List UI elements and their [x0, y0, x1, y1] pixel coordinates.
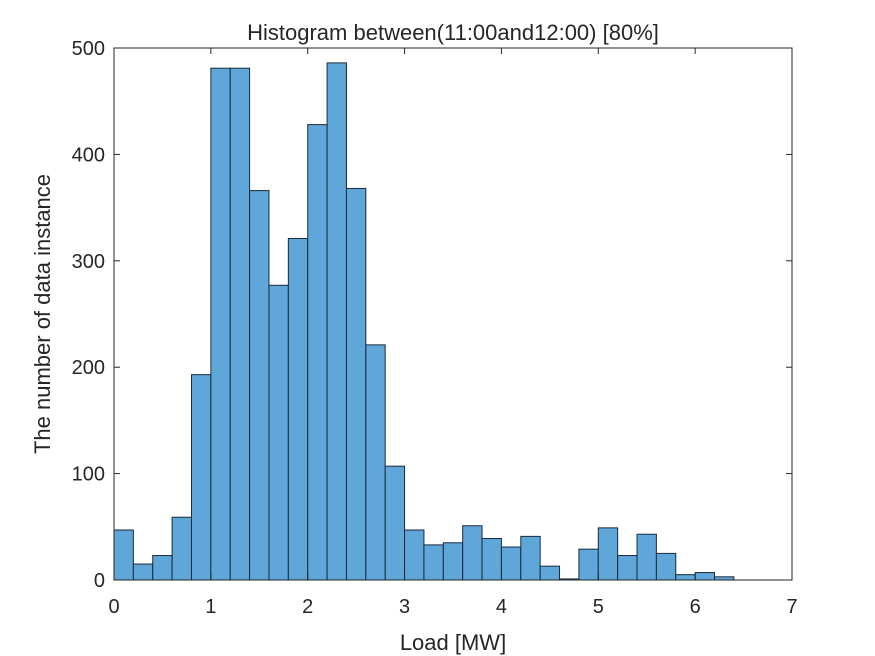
histogram-bar: [442, 542, 464, 581]
histogram-bar: [539, 565, 561, 581]
y-axis-ticks: 0 100 200 300 400 500: [72, 38, 792, 592]
histogram-bar: [268, 284, 289, 581]
chart-title: Histogram between(11:00and12:00) [80%]: [247, 20, 659, 45]
x-tick-label: 6: [690, 596, 701, 618]
histogram-bar: [132, 563, 154, 581]
y-axis-label: The number of data instance: [30, 174, 55, 454]
histogram-bar: [287, 237, 309, 581]
y-tick-label: 100: [72, 464, 105, 486]
histogram-bar: [345, 187, 367, 581]
x-tick-label: 1: [205, 596, 216, 618]
x-tick-label: 0: [108, 596, 119, 618]
x-tick-label: 5: [593, 596, 604, 618]
y-tick-label: 500: [72, 38, 105, 60]
bars-group: [113, 62, 735, 581]
histogram-bar: [326, 62, 347, 581]
histogram-bar: [520, 535, 541, 581]
histogram-bar: [500, 546, 522, 581]
x-tick-label: 2: [302, 596, 313, 618]
histogram-bar: [365, 344, 386, 581]
histogram-bar: [152, 555, 173, 581]
histogram-bar: [423, 544, 444, 581]
x-axis-label: Load [MW]: [400, 630, 506, 655]
histogram-bar: [190, 374, 212, 581]
x-axis-ticks: 0 1 2 3 4 5 6 7: [108, 48, 798, 618]
histogram-bar: [249, 190, 270, 581]
histogram-bar: [481, 538, 502, 581]
x-tick-label: 3: [399, 596, 410, 618]
y-tick-label: 0: [94, 570, 105, 592]
histogram-bar: [578, 548, 599, 581]
y-tick-label: 200: [72, 357, 105, 379]
y-tick-label: 400: [72, 144, 105, 166]
histogram-bar: [694, 572, 716, 581]
histogram-bar: [171, 516, 192, 581]
y-tick-label: 300: [72, 251, 105, 273]
histogram-bar: [210, 67, 231, 581]
histogram-bar: [307, 124, 328, 581]
histogram-bar: [675, 574, 696, 581]
histogram-bar: [229, 67, 251, 581]
x-tick-label: 7: [786, 596, 797, 618]
histogram-bar: [597, 527, 619, 581]
histogram-bar: [113, 529, 134, 581]
histogram-bar: [384, 465, 406, 581]
histogram-bar: [636, 533, 657, 581]
histogram-bar: [617, 555, 638, 581]
plot-area-frame: [113, 47, 793, 581]
histogram-bar: [655, 552, 677, 581]
histogram-bar: [404, 529, 425, 581]
x-tick-label: 4: [496, 596, 507, 618]
histogram-bar: [462, 525, 483, 581]
